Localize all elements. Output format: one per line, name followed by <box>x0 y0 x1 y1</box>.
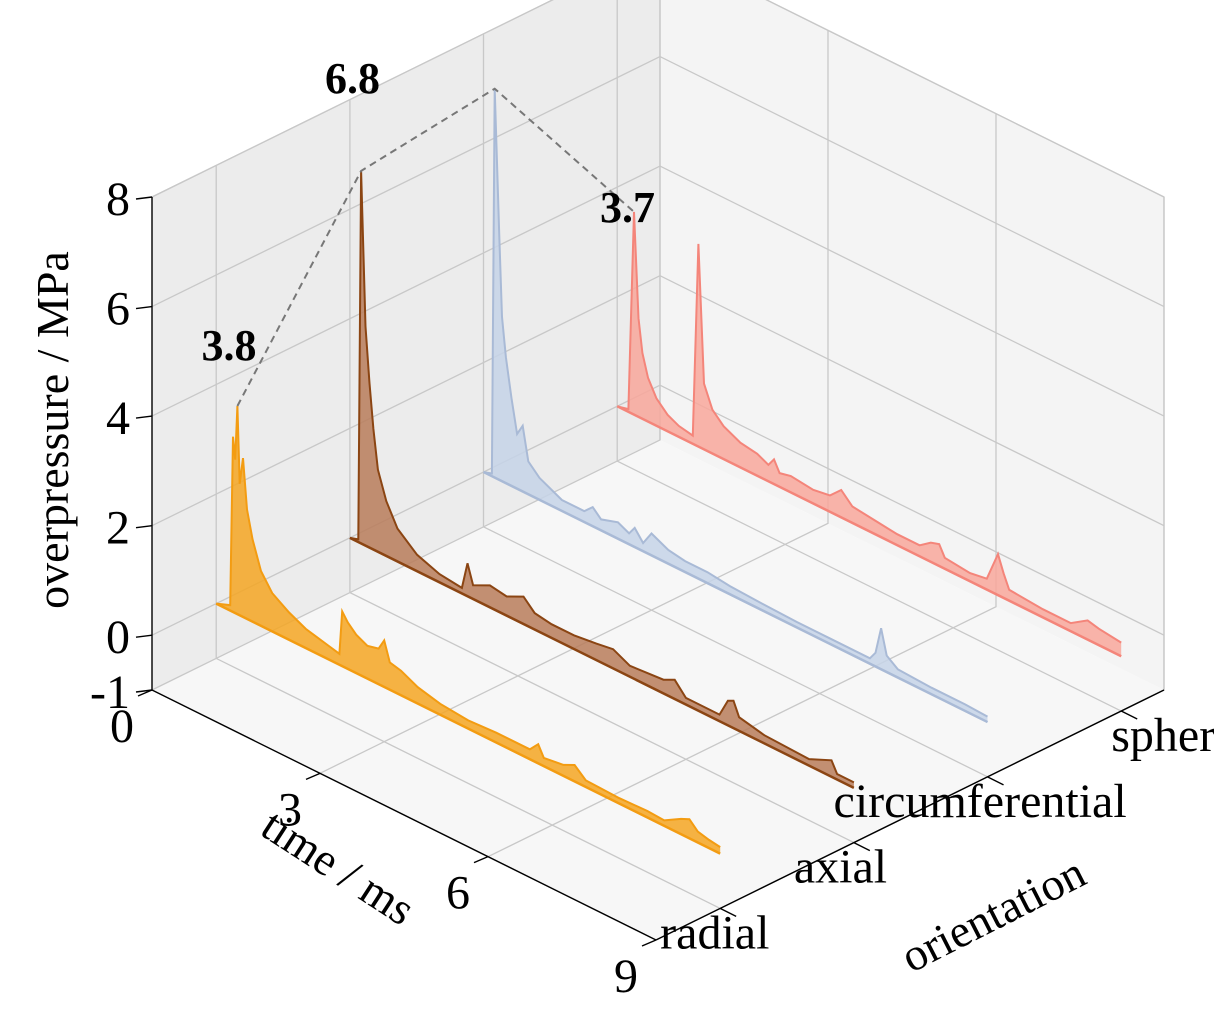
z-tick-mark <box>135 634 153 638</box>
x-tick-mark <box>641 939 657 947</box>
z-tick-mark <box>135 524 153 529</box>
peak-connector-line <box>236 87 635 407</box>
x-tick-label: 0 <box>110 700 134 753</box>
y-tick-mark <box>987 776 1004 786</box>
x-tick-label: 6 <box>446 867 470 920</box>
series-baseline-axial <box>349 536 855 789</box>
y-tick-mark <box>1120 710 1138 720</box>
y-tick-label: axial <box>794 841 887 894</box>
left-back-pane <box>152 0 660 690</box>
y-tick-label: circumferential <box>834 775 1127 828</box>
series-baseline-radial <box>215 602 721 855</box>
peak-label-radial: 3.8 <box>201 321 256 370</box>
peak-label-sphere: 3.7 <box>600 183 655 232</box>
tick-labels: -10 2 4 6 8 0 3 6 9 radial axial circumferential sph… <box>90 173 1214 1003</box>
x-tick-mark <box>137 689 153 697</box>
series-baseline-sphere <box>616 405 1122 658</box>
series-line-axial <box>349 170 855 784</box>
series-area-sphere <box>617 211 1122 657</box>
series-line-radial <box>216 405 721 848</box>
right-back-pane <box>660 0 1164 690</box>
series-area-circumferential <box>483 88 988 723</box>
z-tick-label: 2 <box>106 502 130 555</box>
z-tick-label: 6 <box>106 283 130 336</box>
x-gridline <box>487 113 997 858</box>
axis-lines <box>151 197 1165 941</box>
y-gridline <box>215 165 721 909</box>
series-line-circumferential <box>483 88 988 718</box>
grid-lines <box>151 0 1165 941</box>
z-axis-title: overpressure / MPa <box>27 251 78 609</box>
y-tick-mark <box>853 842 871 852</box>
x-tick-label: 9 <box>614 950 638 1003</box>
x-axis-line <box>151 689 657 941</box>
y-tick-label: sphere <box>1111 709 1214 762</box>
peak-label-axial: 6.8 <box>325 54 380 103</box>
peak-annotations: 3.8 6.8 7.1 3.7 <box>201 0 655 407</box>
z-tick-mark <box>135 305 153 310</box>
x-axis-title: time / ms <box>253 799 424 935</box>
series-baseline-circumferential <box>482 470 989 724</box>
y-gridline <box>616 0 1122 712</box>
y-gridline <box>349 99 855 844</box>
z-tick-label: 4 <box>106 392 130 445</box>
series-line-sphere <box>616 211 1122 644</box>
z-tick-label: 0 <box>106 611 130 664</box>
y-tick-label: radial <box>660 906 769 959</box>
y-axis-line <box>655 689 1165 941</box>
z-tick-label: -1 <box>90 666 130 719</box>
x-tick-mark <box>305 772 321 780</box>
z-tick-mark <box>135 415 153 419</box>
y-gridline <box>482 33 988 778</box>
peak-label-circumferential: 7.1 <box>495 0 550 7</box>
z-tick-mark <box>135 196 153 200</box>
x-tick-label: 3 <box>278 783 302 836</box>
series-group <box>215 88 1122 855</box>
x-tick-mark <box>473 856 489 864</box>
x-gridline <box>319 30 829 774</box>
top-pane-edge <box>151 0 1165 690</box>
y-tick-mark <box>719 907 737 918</box>
z-tick-mark <box>135 689 153 693</box>
z-tick-label: 8 <box>106 173 130 226</box>
y-axis-title: orientation <box>893 846 1094 982</box>
